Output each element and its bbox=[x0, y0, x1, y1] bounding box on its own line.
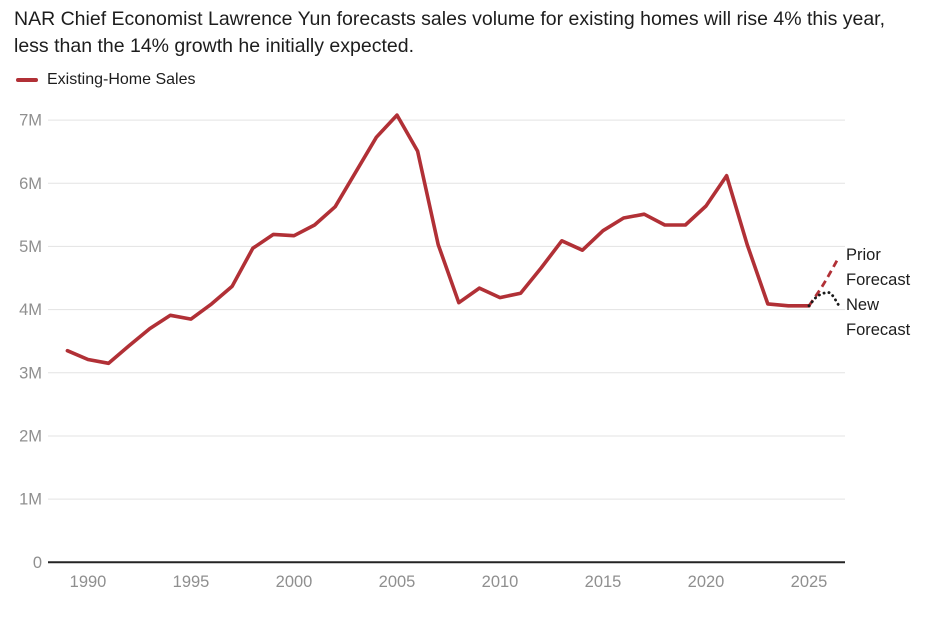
y-tick-label-3M: 3M bbox=[19, 364, 42, 382]
x-tick-label-2000: 2000 bbox=[276, 573, 313, 591]
legend-label-existing-home-sales: Existing-Home Sales bbox=[47, 71, 196, 88]
x-tick-label-1995: 1995 bbox=[173, 573, 210, 591]
y-tick-label-5M: 5M bbox=[19, 238, 42, 256]
annotation-new-forecast: New Forecast bbox=[846, 296, 911, 339]
y-tick-label-0: 0 bbox=[33, 554, 42, 572]
y-tick-label-1M: 1M bbox=[19, 491, 42, 509]
x-tick-label-2020: 2020 bbox=[688, 573, 725, 591]
y-tick-label-4M: 4M bbox=[19, 301, 42, 319]
legend-line-swatch-icon bbox=[16, 78, 38, 82]
x-tick-label-2010: 2010 bbox=[482, 573, 519, 591]
x-tick-label-2025: 2025 bbox=[791, 573, 828, 591]
x-tick-label-1990: 1990 bbox=[70, 573, 107, 591]
annotation-prior-forecast: Prior Forecast bbox=[846, 246, 911, 289]
y-tick-label-7M: 7M bbox=[19, 112, 42, 130]
x-tick-label-2005: 2005 bbox=[379, 573, 416, 591]
legend: Existing-Home Sales bbox=[16, 71, 196, 89]
x-tick-label-2015: 2015 bbox=[585, 573, 622, 591]
series-prior-forecast-line bbox=[807, 258, 840, 307]
y-tick-label-6M: 6M bbox=[19, 175, 42, 193]
series-new-forecast-line bbox=[807, 291, 840, 308]
y-tick-label-2M: 2M bbox=[19, 428, 42, 446]
chart-title: NAR Chief Economist Lawrence Yun forecas… bbox=[14, 8, 886, 57]
series-existing-home-sales-line bbox=[65, 113, 811, 366]
